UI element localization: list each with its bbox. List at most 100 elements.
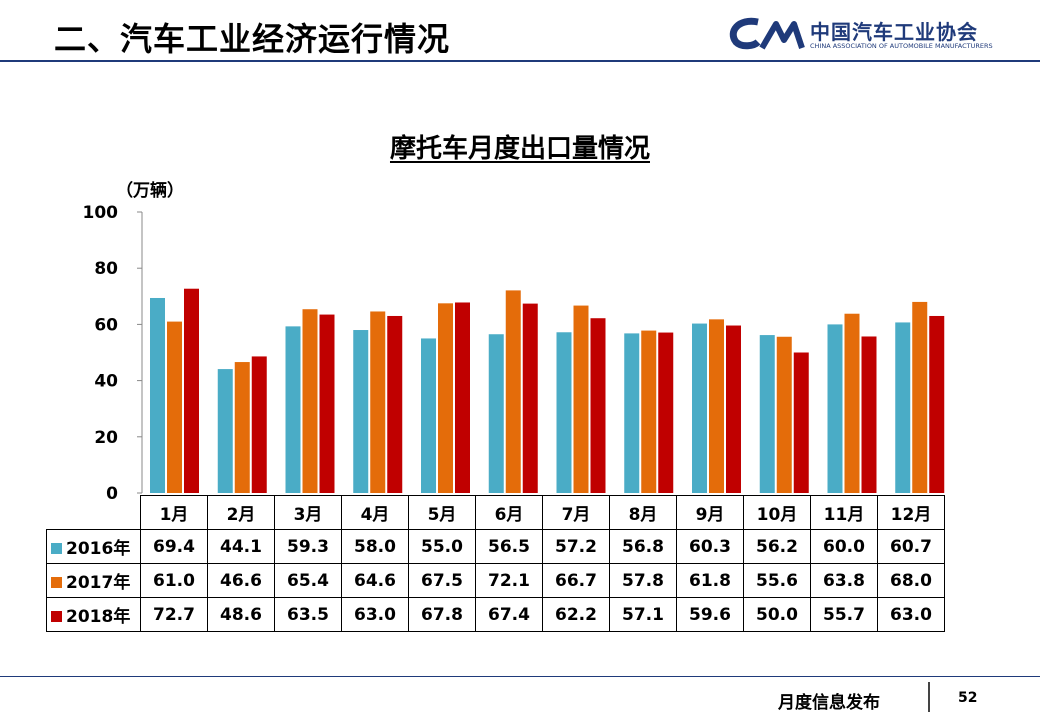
- chart-title: 摩托车月度出口量情况: [0, 128, 1040, 165]
- y-tick-label: 60: [94, 315, 118, 335]
- data-label: 63.5: [274, 597, 342, 632]
- bar-2016年-8月: [624, 333, 640, 493]
- bar-2017年-2月: [234, 362, 250, 493]
- bar-2017年-6月: [505, 290, 521, 493]
- data-label: 58.0: [341, 529, 409, 564]
- bar-2016年-11月: [827, 324, 843, 493]
- y-tick-label: 80: [94, 259, 118, 279]
- data-label: 67.8: [408, 597, 476, 632]
- y-axis-unit: （万辆）: [116, 181, 184, 201]
- x-tick-label: 10月: [743, 495, 811, 530]
- x-tick-label: 2月: [207, 495, 275, 530]
- bar-2018年-2月: [251, 356, 267, 493]
- bar-2018年-11月: [861, 336, 877, 493]
- data-label: 60.0: [810, 529, 878, 564]
- bar-2017年-9月: [709, 319, 724, 493]
- data-label: 48.6: [207, 597, 275, 632]
- footer-label: 月度信息发布: [778, 693, 880, 713]
- bar-2018年-4月: [387, 315, 403, 493]
- legend-label: 2018年: [66, 607, 131, 627]
- bar-2016年-2月: [217, 369, 233, 493]
- x-tick-label: 1月: [140, 495, 208, 530]
- data-label: 60.3: [676, 529, 744, 564]
- data-label: 64.6: [341, 563, 409, 598]
- legend-entry: 2017年: [46, 563, 141, 598]
- x-tick-label: 7月: [542, 495, 610, 530]
- bar-2018年-7月: [590, 318, 606, 493]
- bar-2017年-10月: [776, 336, 792, 493]
- x-tick-label: 9月: [676, 495, 744, 530]
- data-label: 44.1: [207, 529, 275, 564]
- bar-2016年-7月: [556, 332, 572, 493]
- legend-entry: 2016年: [46, 529, 141, 564]
- data-label: 57.1: [609, 597, 677, 632]
- table-row: 2018年 72.7 48.6 63.5 63.0 67.8 67.4 62.2 57.1 59.…: [46, 597, 945, 632]
- data-label: 61.0: [140, 563, 208, 598]
- bar-2017年-12月: [912, 301, 928, 493]
- data-label: 50.0: [743, 597, 811, 632]
- data-label: 67.5: [408, 563, 476, 598]
- table-row: 2017年 61.0 46.6 65.4 64.6 67.5 72.1 66.7 57.8 61.…: [46, 563, 945, 598]
- data-label: 55.7: [810, 597, 878, 632]
- legend-label: 2016年: [66, 539, 131, 559]
- x-tick-label: 8月: [609, 495, 677, 530]
- bar-2017年-4月: [370, 311, 386, 493]
- x-tick-label: 3月: [274, 495, 342, 530]
- data-label: 72.1: [475, 563, 543, 598]
- legend-entry: 2018年: [46, 597, 141, 632]
- data-label: 61.8: [676, 563, 744, 598]
- bar-2018年-9月: [726, 325, 741, 493]
- data-table: 1月 2月 3月 4月 5月 6月 7月 8月 9月 10月 11月 12月 2016年 69.4 44.1…: [46, 495, 945, 632]
- data-label: 62.2: [542, 597, 610, 632]
- data-label: 68.0: [877, 563, 945, 598]
- legend-swatch: [51, 543, 62, 554]
- bar-2017年-5月: [438, 303, 453, 493]
- bar-chart: 0 20 40 60 80 100: [83, 203, 945, 500]
- y-tick-label: 40: [94, 372, 118, 392]
- data-label: 59.6: [676, 597, 744, 632]
- bar-2018年-3月: [319, 314, 335, 493]
- footer-separator: [928, 682, 930, 712]
- x-tick-label: 4月: [341, 495, 409, 530]
- x-tick-label: 12月: [877, 495, 945, 530]
- data-label: 65.4: [274, 563, 342, 598]
- data-label: 60.7: [877, 529, 945, 564]
- bar-2017年-8月: [641, 330, 657, 493]
- bar-2016年-6月: [488, 334, 504, 493]
- data-label: 57.2: [542, 529, 610, 564]
- bar-2018年-10月: [793, 352, 809, 493]
- y-tick-label: 20: [94, 428, 118, 448]
- legend-swatch: [51, 611, 62, 622]
- bar-2016年-12月: [895, 322, 911, 493]
- bar-2018年-1月: [184, 288, 199, 493]
- bar-2018年-12月: [929, 315, 945, 493]
- table-corner: [47, 496, 141, 530]
- caam-logo: 中国汽车工业协会 CHINA ASSOCIATION OF AUTOMOBILE…: [728, 14, 1028, 56]
- bar-2016年-10月: [759, 335, 775, 493]
- bar-2016年-5月: [421, 338, 436, 493]
- bar-2017年-7月: [573, 305, 589, 493]
- data-label: 56.5: [475, 529, 543, 564]
- y-tick-label: 0: [106, 484, 118, 500]
- data-label: 67.4: [475, 597, 543, 632]
- data-label: 56.8: [609, 529, 677, 564]
- bar-2016年-3月: [285, 326, 301, 493]
- bar-2018年-5月: [455, 302, 470, 493]
- bar-2017年-1月: [167, 321, 182, 493]
- x-tick-label: 6月: [475, 495, 543, 530]
- data-label: 72.7: [140, 597, 208, 632]
- x-tick-label: 11月: [810, 495, 878, 530]
- data-label: 55.0: [408, 529, 476, 564]
- data-label: 57.8: [609, 563, 677, 598]
- x-tick-label: 5月: [408, 495, 476, 530]
- data-label: 63.0: [341, 597, 409, 632]
- data-label: 55.6: [743, 563, 811, 598]
- bar-2018年-8月: [658, 332, 674, 493]
- bar-2016年-1月: [150, 297, 165, 493]
- header-divider: [0, 60, 1040, 62]
- y-tick-label: 100: [83, 203, 119, 223]
- data-label: 63.8: [810, 563, 878, 598]
- bar-2017年-11月: [844, 313, 860, 493]
- bar-2018年-6月: [522, 303, 538, 493]
- bar-2016年-4月: [353, 330, 369, 493]
